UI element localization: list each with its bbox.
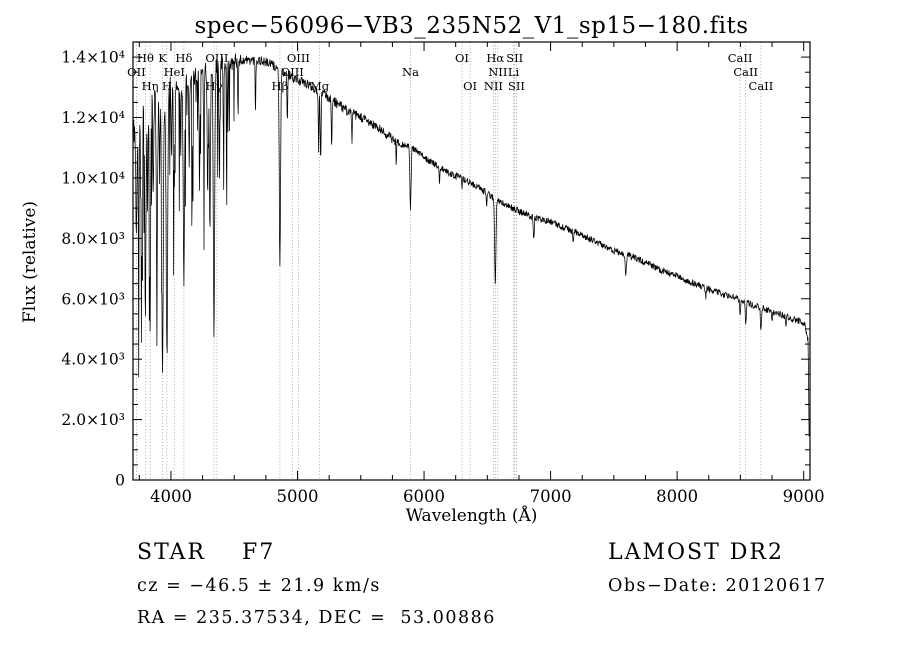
y-tick-label: 8.0×10³ [61,230,125,248]
object-type-label: STAR F7 [137,540,276,565]
line-marker-label: SII [506,51,523,65]
y-tick-label: 1.2×10⁴ [61,109,125,127]
obs-date-label: Obs−Date: 20120617 [608,576,827,596]
line-marker-label: Hη [142,79,159,93]
x-axis-label: Wavelength (Å) [405,506,538,526]
line-marker-label: CaII [728,51,753,65]
y-tick-label: 2.0×10³ [61,411,125,429]
x-tick-label: 9000 [783,487,825,506]
line-marker-label: NII [488,65,507,79]
line-marker-label: OI [455,51,469,65]
survey-label: LAMOST DR2 [608,540,784,565]
line-marker-label: Hβ [272,79,289,93]
cz-label: cz = −46.5 ± 21.9 km/s [137,576,381,596]
line-marker-label: OIII [205,51,228,65]
y-tick-label: 6.0×10³ [61,290,125,308]
y-tick-label: 0 [115,472,125,490]
line-marker-label: Hγ [206,79,223,93]
plot-title: spec−56096−VB3_235N52_V1_sp15−180.fits [194,13,749,39]
x-tick-label: 7000 [530,487,572,506]
ra-dec-label: RA = 235.37534, DEC = 53.00886 [137,608,496,628]
line-marker-label: Hδ [175,51,192,65]
line-marker-label: Li [508,65,520,79]
y-tick-label: 4.0×10³ [61,351,125,369]
line-marker-label: OII [127,65,146,79]
x-tick-label: 8000 [656,487,698,506]
line-marker-label: Hα [486,51,504,65]
line-marker-label: CaII [749,79,774,93]
spectrum-path [132,53,810,437]
line-marker-label: OIII [287,51,310,65]
line-marker-label: HeI [164,65,185,79]
x-tick-label: 5000 [277,487,319,506]
line-marker-label: Na [402,65,419,79]
x-tick-label: 6000 [403,487,445,506]
line-marker-label: Hθ [137,51,154,65]
line-marker-label: NII [484,79,503,93]
line-marker-label: OI [463,79,477,93]
x-tick-label: 4000 [150,487,192,506]
line-marker-label: OIII [281,65,304,79]
plot-border [132,41,811,481]
line-marker-label: SII [508,79,525,93]
line-marker-label: K [158,51,167,65]
line-marker-label: CaII [733,65,758,79]
line-marker-label: Mg [310,79,330,93]
y-axis-label: Flux (relative) [20,200,40,324]
line-marker-label: H [162,79,172,93]
y-tick-label: 1.4×10⁴ [61,49,125,67]
y-tick-label: 1.0×10⁴ [61,169,125,187]
